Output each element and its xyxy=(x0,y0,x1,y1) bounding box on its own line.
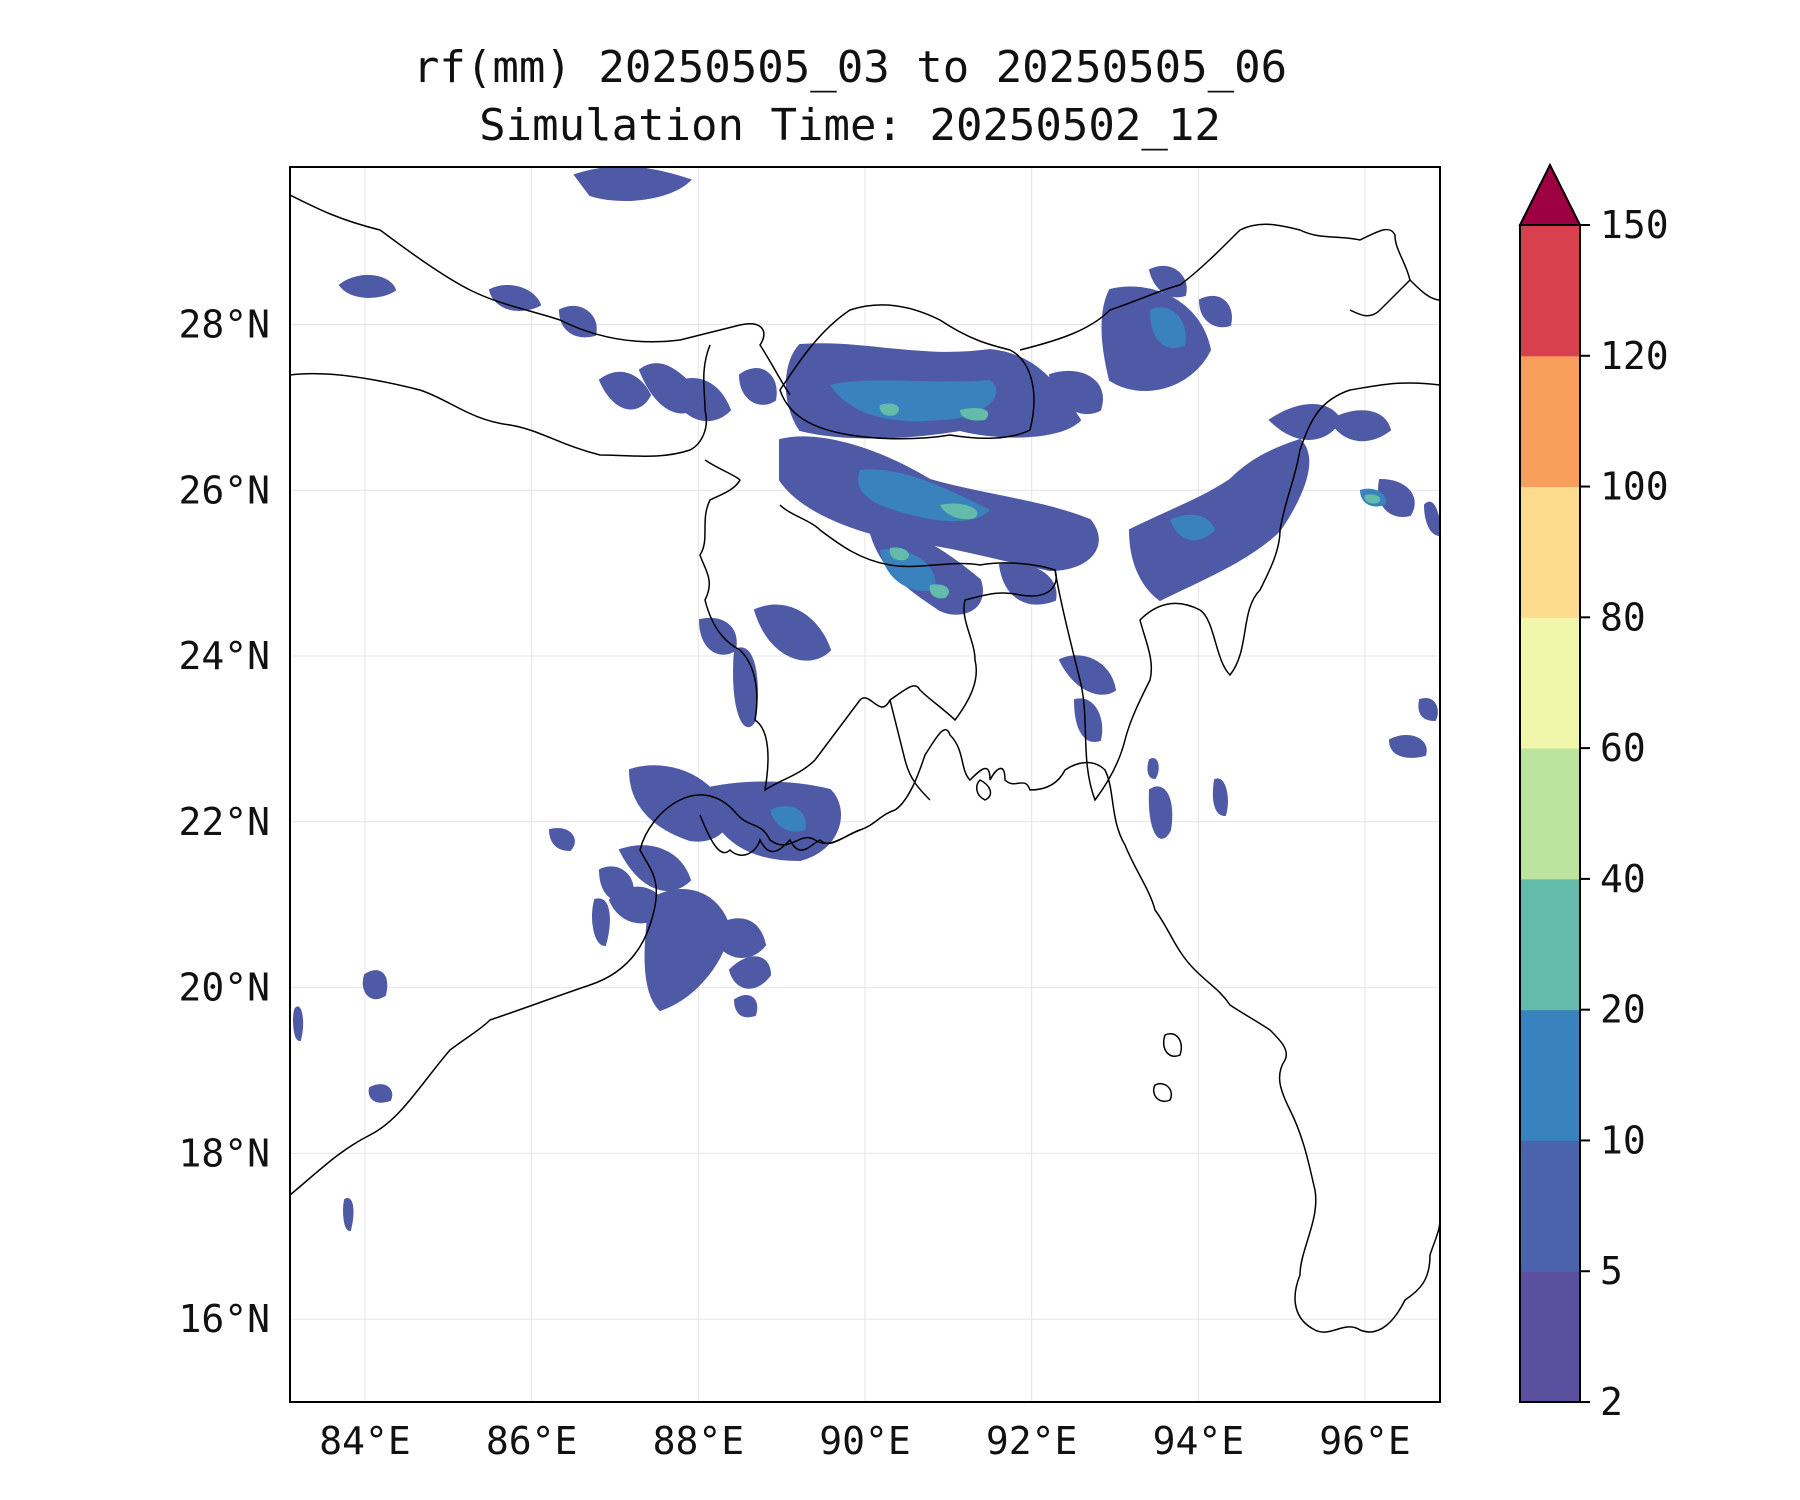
ramree-island xyxy=(1153,1083,1172,1102)
myanmar-china-border xyxy=(1409,279,1440,301)
colorbar-segment xyxy=(1520,1271,1580,1403)
colorbar-segment xyxy=(1520,1009,1580,1141)
lat-tick-label: 26°N xyxy=(178,468,270,512)
colorbar-tick-label: 10 xyxy=(1600,1118,1646,1162)
sundarbans-coast xyxy=(699,814,861,856)
lat-tick-label: 24°N xyxy=(178,634,270,678)
lon-tick-label: 86°E xyxy=(486,1419,578,1463)
rainfall-20-40mm-areas xyxy=(879,403,1381,599)
lat-tick-label: 16°N xyxy=(178,1297,270,1341)
colorbar-segment xyxy=(1520,225,1580,357)
colorbar-tick-label: 40 xyxy=(1600,857,1646,901)
map-title-line2: Simulation Time: 20250502_12 xyxy=(479,100,1221,151)
colorbar-segment xyxy=(1520,1140,1580,1272)
colorbar-tick-label: 5 xyxy=(1600,1249,1623,1293)
colorbar-segment xyxy=(1520,748,1580,880)
map-frame xyxy=(289,166,1441,1403)
colorbar-extend-triangle xyxy=(1518,162,1582,226)
colorbar-frame xyxy=(1519,224,1581,1403)
colorbar-segment xyxy=(1520,486,1580,618)
colorbar-tick-label: 150 xyxy=(1600,203,1669,247)
nepal-china-border xyxy=(290,194,791,396)
colorbar-tick-label: 100 xyxy=(1600,465,1669,509)
colorbar: 2 5 10 20 40 60 80 100 120 150 xyxy=(1518,162,1669,1424)
andaman-islands xyxy=(1163,1033,1182,1057)
lat-tick-label: 20°N xyxy=(178,966,270,1010)
longitude-axis: 84°E 86°E 88°E 90°E 92°E 94°E 96°E xyxy=(319,1419,1411,1463)
lat-tick-label: 18°N xyxy=(178,1131,270,1175)
nepal-india-border xyxy=(290,344,711,457)
india-east-coast xyxy=(290,728,1440,1333)
lon-tick-label: 84°E xyxy=(319,1419,411,1463)
colorbar-segment xyxy=(1520,878,1580,1011)
lon-tick-label: 88°E xyxy=(653,1419,745,1463)
colorbar-tick-label: 2 xyxy=(1600,1380,1623,1424)
colorbar-tick-label: 80 xyxy=(1600,595,1646,639)
colorbar-tick-label: 20 xyxy=(1600,988,1646,1032)
colorbar-segment xyxy=(1520,355,1580,488)
colorbar-tick-label: 120 xyxy=(1600,334,1669,378)
latitude-axis: 16°N 18°N 20°N 22°N 24°N 26°N 28°N xyxy=(178,302,270,1341)
map-title-line1: rf(mm) 20250505_03 to 20250505_06 xyxy=(412,42,1288,93)
lat-tick-label: 22°N xyxy=(178,800,270,844)
lon-tick-label: 92°E xyxy=(986,1419,1078,1463)
myanmar-india-border xyxy=(1054,382,1440,802)
bhola-island xyxy=(975,779,992,801)
lon-tick-label: 94°E xyxy=(1153,1419,1245,1463)
colorbar-segment xyxy=(1520,617,1580,749)
china-india-border xyxy=(1019,223,1411,351)
bangladesh-border xyxy=(699,459,1057,792)
lon-tick-label: 96°E xyxy=(1319,1419,1411,1463)
meghna-estuary xyxy=(889,699,931,801)
colorbar-tick-label: 60 xyxy=(1600,726,1646,770)
rainfall-2-10mm-areas xyxy=(293,167,1440,1232)
bhutan-border xyxy=(779,304,1035,440)
lon-tick-label: 90°E xyxy=(819,1419,911,1463)
lat-tick-label: 28°N xyxy=(178,302,270,346)
coastlines-and-borders xyxy=(290,194,1440,1333)
rainfall-field xyxy=(293,167,1440,1232)
